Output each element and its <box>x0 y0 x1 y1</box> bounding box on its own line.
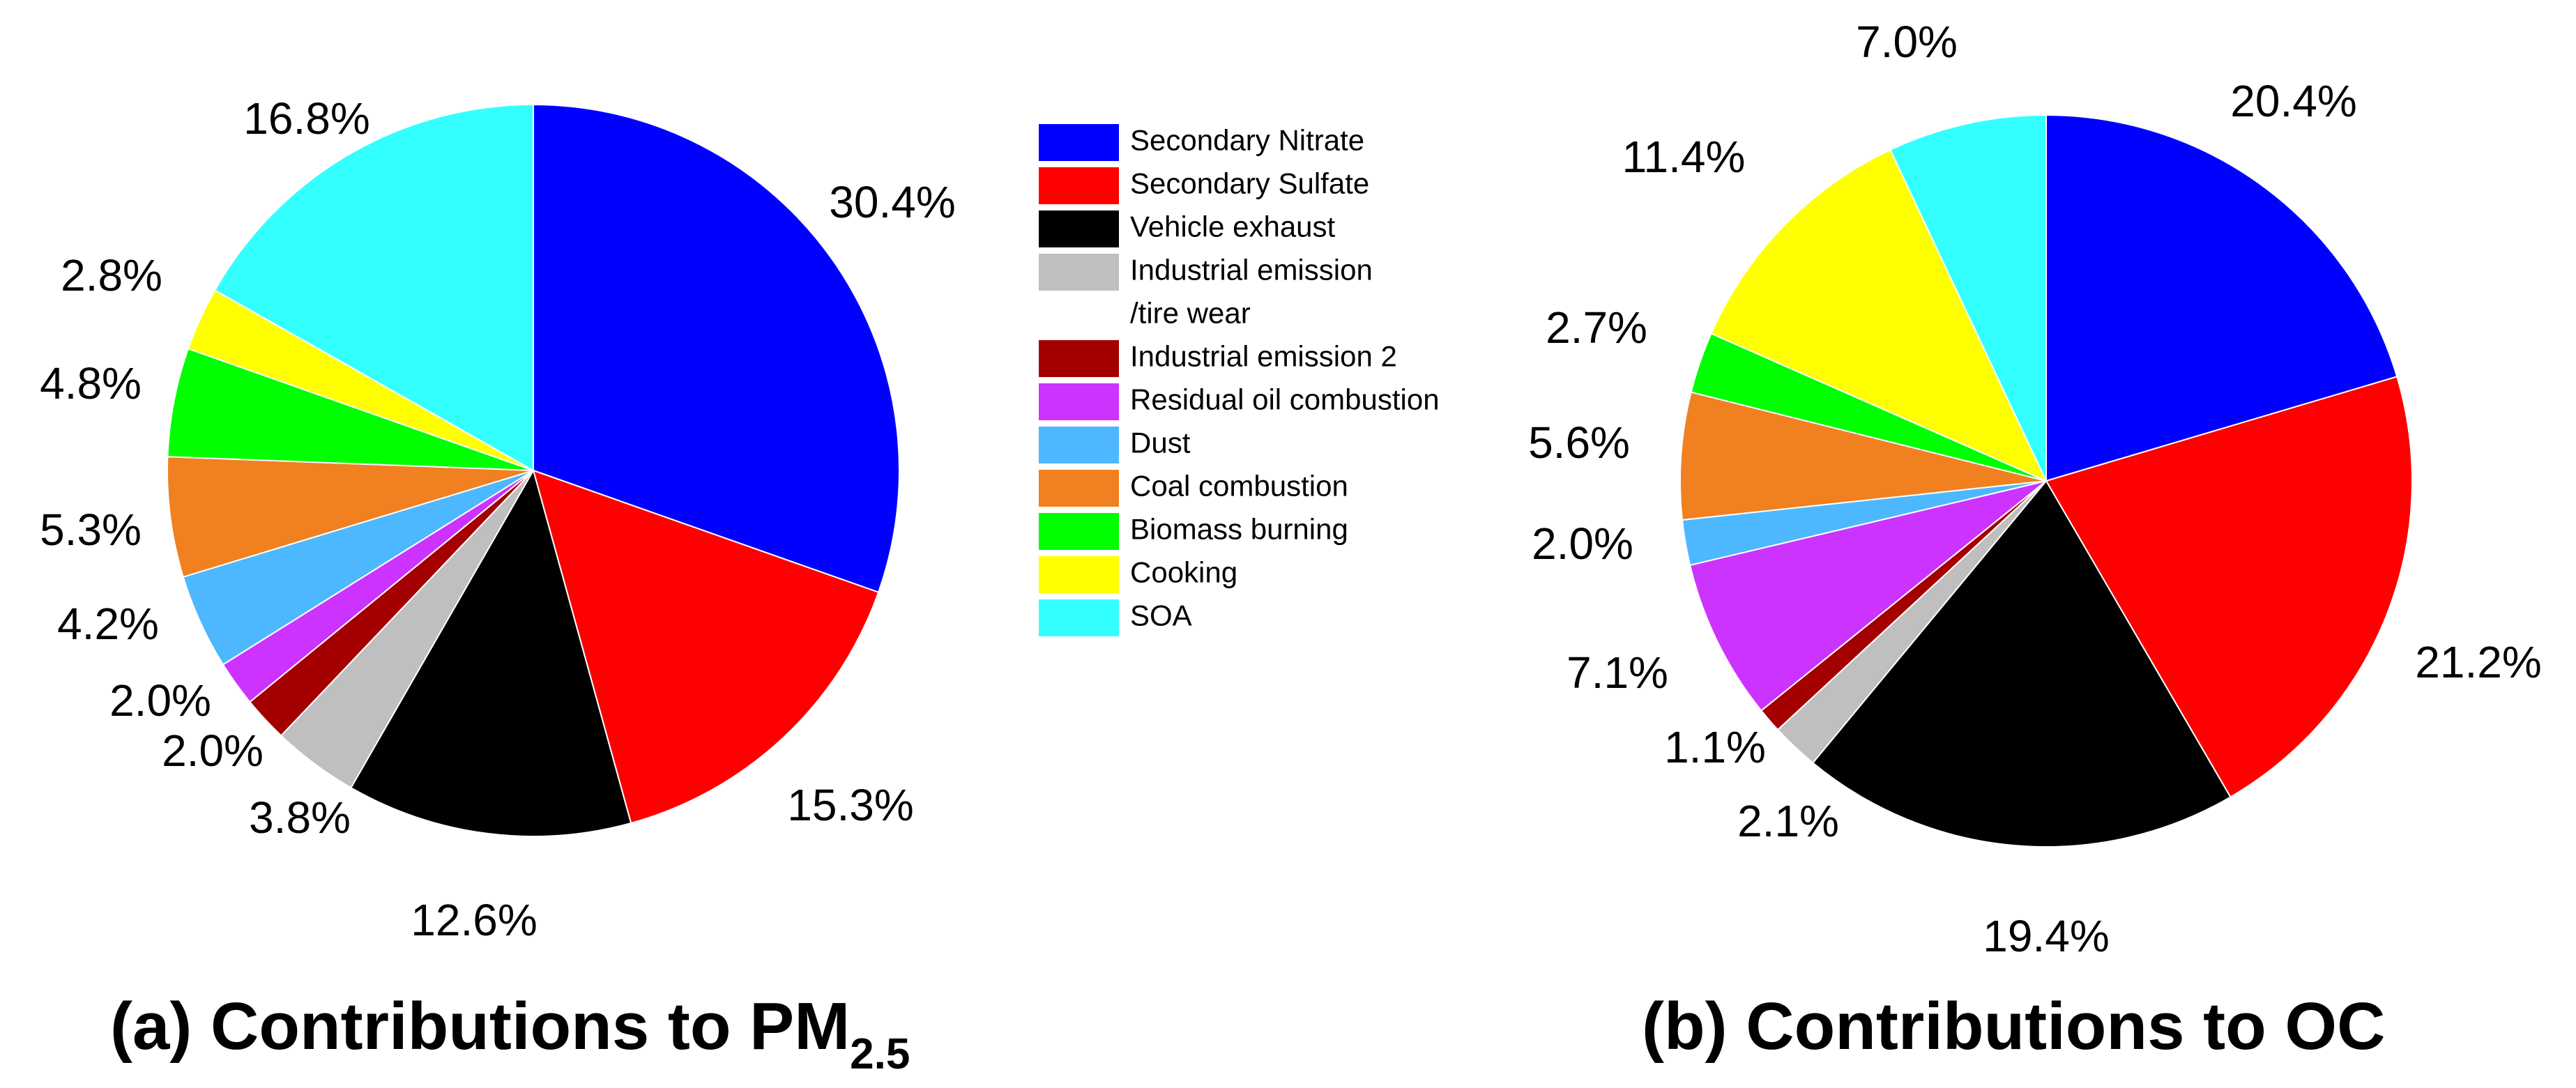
legend-swatch <box>1039 383 1119 420</box>
pie-slice <box>533 103 900 594</box>
legend-label: Dust <box>1130 427 1191 459</box>
legend-swatch <box>1039 210 1119 247</box>
slice-percent-label: 15.3% <box>787 780 913 830</box>
pie-slice <box>167 347 534 471</box>
slice-percent-label: 4.2% <box>57 599 159 649</box>
slice-percent-label: 2.0% <box>162 726 264 776</box>
legend-swatch <box>1039 427 1119 463</box>
pie-slice <box>532 469 880 825</box>
slice-percent-label: 5.6% <box>1528 417 1630 468</box>
legend-swatch <box>1039 470 1119 507</box>
legend-swatch <box>1039 124 1119 161</box>
slice-percent-label: 5.3% <box>40 505 142 555</box>
slice-percent-label: 2.8% <box>61 250 162 300</box>
legend-swatch <box>1039 340 1119 377</box>
slice-percent-label: 2.0% <box>109 675 211 726</box>
slice-percent-label: 2.7% <box>1546 302 1647 353</box>
legend-swatch <box>1039 556 1119 593</box>
slice-percent-label: 1.1% <box>1664 722 1766 772</box>
slice-percent-label: 2.0% <box>1532 519 1633 569</box>
legend-label: Secondary Sulfate <box>1130 167 1369 200</box>
slice-percent-label: 7.0% <box>1856 17 1958 67</box>
slice-percent-label: 19.4% <box>1983 911 2109 961</box>
slice-percent-label: 7.1% <box>1567 648 1668 698</box>
pie-slice <box>1689 480 2047 712</box>
caption-pm25-main: (a) Contributions to PM <box>110 989 850 1064</box>
slice-percent-label: 11.4% <box>1622 132 1746 182</box>
legend-label: /tire wear <box>1130 297 1251 330</box>
pie-slice <box>2045 114 2398 482</box>
slice-percent-label: 2.1% <box>1737 796 1839 846</box>
pie-slice <box>213 103 534 472</box>
pie-slice <box>1710 148 2048 482</box>
pie-chart-oc: 20.4% 21.2% 19.4% 2.1% 1.1% 7.1% 2.0% 5.6% 2.7% 1… <box>1528 17 2542 961</box>
legend-label: Biomass burning <box>1130 513 1348 546</box>
legend-swatch <box>1039 513 1119 550</box>
legend-swatch <box>1039 254 1119 291</box>
slice-percent-label: 12.6% <box>411 895 537 945</box>
slice-percent-label: 20.4% <box>2230 76 2356 126</box>
pie-slice <box>350 468 632 837</box>
pie-slice <box>1679 391 2047 521</box>
slice-percent-label: 30.4% <box>829 177 955 227</box>
legend-label: Residual oil combustion <box>1130 383 1440 416</box>
legend: Secondary Nitrate Secondary Sulfate Vehicl… <box>1039 124 1440 636</box>
legend-label: Cooking <box>1130 556 1237 589</box>
caption-pm25: (a) Contributions to PM2.5 <box>110 989 910 1078</box>
legend-label: Industrial emission 2 <box>1130 340 1397 373</box>
slice-percent-label: 21.2% <box>2415 637 2541 687</box>
slice-percent-label: 3.8% <box>249 792 351 843</box>
pie-slice <box>2045 376 2413 798</box>
caption-pm25-subscript: 2.5 <box>850 1030 910 1078</box>
legend-label: Vehicle exhaust <box>1130 210 1336 243</box>
legend-label: Industrial emission <box>1130 254 1373 286</box>
pie-chart-pm25: 30.4% 15.3% 12.6% 3.8% 2.0%2.0% 4.2% 5.3% 4.8% 2… <box>40 93 956 945</box>
legend-label: SOA <box>1130 599 1192 632</box>
legend-label: Secondary Nitrate <box>1130 124 1364 157</box>
legend-swatch <box>1039 599 1119 636</box>
legend-swatch <box>1039 167 1119 204</box>
pie-slice <box>167 456 534 579</box>
slice-percent-label: 4.8% <box>40 358 142 408</box>
pie-slice <box>1889 114 2047 482</box>
slice-percent-label: 16.8% <box>243 93 369 144</box>
legend-label: Coal combustion <box>1130 470 1348 503</box>
pie-slice <box>1811 480 2232 848</box>
caption-oc: (b) Contributions to OC <box>1642 989 2385 1064</box>
